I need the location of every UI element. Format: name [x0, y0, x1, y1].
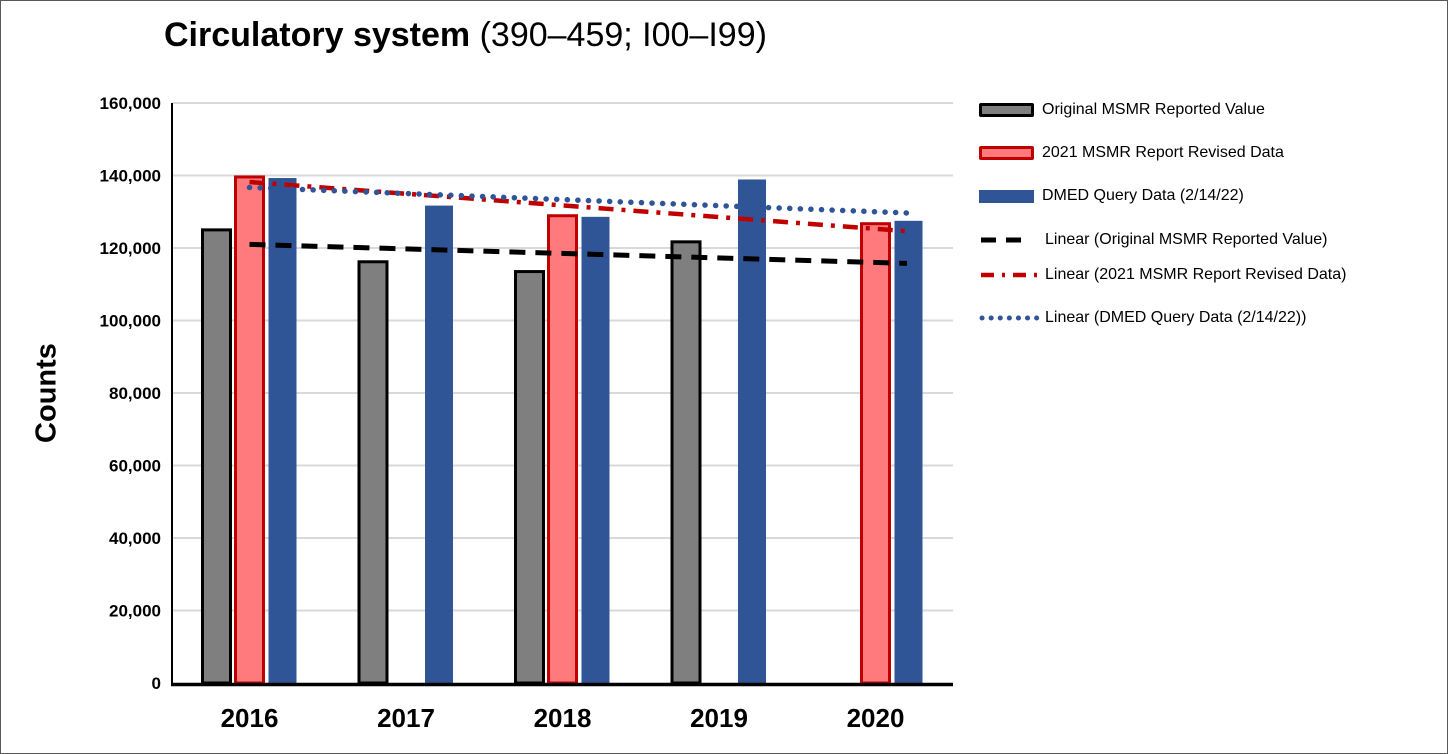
legend-label-linear-original: Linear (Original MSMR Reported Value): [1045, 231, 1328, 248]
x-tick-label: 2018: [534, 703, 592, 733]
legend-label-linear-revised: Linear (2021 MSMR Report Revised Data): [1045, 266, 1347, 283]
y-tick-label: 120,000: [100, 239, 161, 258]
bar: [547, 214, 578, 685]
y-tick-label: 40,000: [109, 529, 161, 548]
trendline: [249, 241, 908, 266]
y-tick-label: 80,000: [109, 384, 161, 403]
legend-label-linear-dmed: Linear (DMED Query Data (2/14/22)): [1045, 309, 1307, 326]
legend-item-original-msmr: Original MSMR Reported Value: [979, 101, 1265, 119]
legend-swatch-blue-bar: [979, 189, 1034, 203]
chart-title-code-range: (390–459; I00–I99): [470, 16, 767, 54]
x-tick-label: 2020: [847, 703, 905, 733]
legend-item-linear-dmed: Linear (DMED Query Data (2/14/22)): [979, 309, 1306, 327]
x-tick-label: 2017: [377, 703, 435, 733]
trendline: [249, 179, 908, 234]
legend-swatch-red-bar: [979, 146, 1034, 160]
bar: [894, 220, 923, 683]
bar: [425, 205, 453, 683]
x-tick-label: 2016: [221, 703, 279, 733]
legend-label-revised-msmr: 2021 MSMR Report Revised Data: [1042, 144, 1284, 161]
legend-label-dmed-query: DMED Query Data (2/14/22): [1042, 187, 1244, 204]
legend-swatch-gray-bar: [979, 103, 1034, 117]
trendline: [246, 184, 910, 216]
bar: [234, 175, 265, 685]
y-tick-label: 160,000: [100, 94, 161, 113]
bar: [581, 216, 610, 683]
bar: [860, 222, 891, 685]
bar: [268, 178, 297, 683]
legend-item-linear-revised: Linear (2021 MSMR Report Revised Data): [979, 266, 1346, 284]
legend-swatch-blue-dotted-line: [979, 315, 1043, 321]
legend-item-dmed-query: DMED Query Data (2/14/22): [979, 187, 1244, 205]
y-tick-label: 60,000: [109, 457, 161, 476]
chart-title-main: Circulatory system: [164, 16, 471, 54]
y-tick-label: 100,000: [100, 312, 161, 331]
bar: [514, 270, 545, 685]
legend-swatch-red-dash-dot-line: [981, 272, 1041, 278]
y-tick-label: 20,000: [109, 602, 161, 621]
legend-item-revised-msmr: 2021 MSMR Report Revised Data: [979, 144, 1284, 162]
bar: [738, 179, 766, 684]
x-tick-label: 2019: [690, 703, 748, 733]
bar: [201, 228, 232, 685]
chart-title: Circulatory system (390–459; I00–I99): [164, 14, 767, 56]
legend-label-original-msmr: Original MSMR Reported Value: [1042, 101, 1265, 118]
legend-swatch-black-dashed-line: [981, 237, 1027, 243]
legend-item-linear-original: Linear (Original MSMR Reported Value): [979, 231, 1327, 249]
bar: [670, 240, 702, 685]
y-tick-label: 140,000: [100, 167, 161, 186]
y-tick-label: 0: [152, 674, 161, 693]
bar: [357, 260, 389, 685]
